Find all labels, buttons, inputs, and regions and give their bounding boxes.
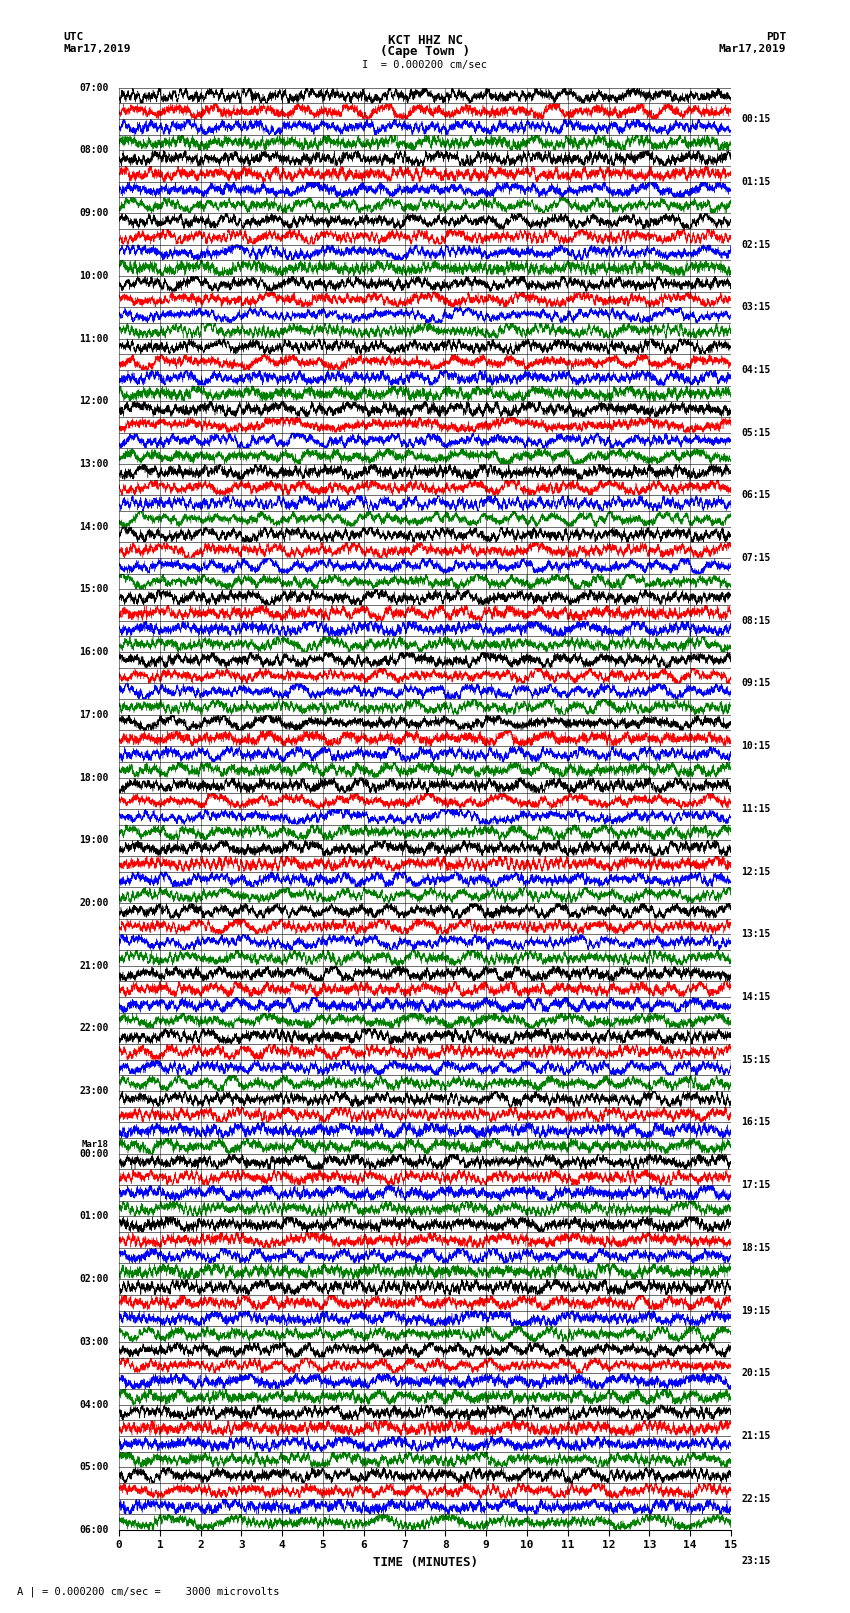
Text: 01:00: 01:00 bbox=[80, 1211, 109, 1221]
Text: PDT: PDT bbox=[766, 32, 786, 42]
Text: KCT HHZ NC: KCT HHZ NC bbox=[388, 34, 462, 47]
Text: 06:00: 06:00 bbox=[80, 1524, 109, 1536]
Text: 09:00: 09:00 bbox=[80, 208, 109, 218]
Text: 09:15: 09:15 bbox=[741, 679, 770, 689]
Text: 04:15: 04:15 bbox=[741, 365, 770, 374]
Text: Mar18: Mar18 bbox=[82, 1140, 109, 1148]
Text: 11:00: 11:00 bbox=[80, 334, 109, 344]
Text: 23:15: 23:15 bbox=[741, 1557, 770, 1566]
Text: 21:15: 21:15 bbox=[741, 1431, 770, 1440]
Text: 04:00: 04:00 bbox=[80, 1400, 109, 1410]
Text: 00:15: 00:15 bbox=[741, 115, 770, 124]
Text: 14:00: 14:00 bbox=[80, 521, 109, 532]
Text: UTC: UTC bbox=[64, 32, 84, 42]
Text: 03:00: 03:00 bbox=[80, 1337, 109, 1347]
Text: I  = 0.000200 cm/sec: I = 0.000200 cm/sec bbox=[362, 60, 488, 69]
Text: 13:00: 13:00 bbox=[80, 460, 109, 469]
Text: A | = 0.000200 cm/sec =    3000 microvolts: A | = 0.000200 cm/sec = 3000 microvolts bbox=[17, 1586, 280, 1597]
Text: 21:00: 21:00 bbox=[80, 961, 109, 971]
Text: 08:15: 08:15 bbox=[741, 616, 770, 626]
Text: 17:00: 17:00 bbox=[80, 710, 109, 719]
Text: 19:15: 19:15 bbox=[741, 1305, 770, 1316]
X-axis label: TIME (MINUTES): TIME (MINUTES) bbox=[372, 1557, 478, 1569]
Text: 10:15: 10:15 bbox=[741, 740, 770, 752]
Text: 23:00: 23:00 bbox=[80, 1086, 109, 1097]
Text: 19:00: 19:00 bbox=[80, 836, 109, 845]
Text: 22:15: 22:15 bbox=[741, 1494, 770, 1503]
Text: 16:15: 16:15 bbox=[741, 1118, 770, 1127]
Text: 13:15: 13:15 bbox=[741, 929, 770, 939]
Text: 11:15: 11:15 bbox=[741, 803, 770, 815]
Text: 17:15: 17:15 bbox=[741, 1181, 770, 1190]
Text: 08:00: 08:00 bbox=[80, 145, 109, 155]
Text: 20:15: 20:15 bbox=[741, 1368, 770, 1378]
Text: 07:00: 07:00 bbox=[80, 82, 109, 92]
Text: 22:00: 22:00 bbox=[80, 1023, 109, 1034]
Text: 01:15: 01:15 bbox=[741, 177, 770, 187]
Text: 03:15: 03:15 bbox=[741, 302, 770, 313]
Text: 18:00: 18:00 bbox=[80, 773, 109, 782]
Text: 10:00: 10:00 bbox=[80, 271, 109, 281]
Text: 20:00: 20:00 bbox=[80, 898, 109, 908]
Text: 05:15: 05:15 bbox=[741, 427, 770, 437]
Text: Mar17,2019: Mar17,2019 bbox=[64, 44, 131, 53]
Text: Mar17,2019: Mar17,2019 bbox=[719, 44, 786, 53]
Text: 00:00: 00:00 bbox=[80, 1148, 109, 1158]
Text: 16:00: 16:00 bbox=[80, 647, 109, 656]
Text: 15:00: 15:00 bbox=[80, 584, 109, 595]
Text: 18:15: 18:15 bbox=[741, 1242, 770, 1253]
Text: 05:00: 05:00 bbox=[80, 1463, 109, 1473]
Text: 06:15: 06:15 bbox=[741, 490, 770, 500]
Text: 02:15: 02:15 bbox=[741, 239, 770, 250]
Text: (Cape Town ): (Cape Town ) bbox=[380, 45, 470, 58]
Text: 12:15: 12:15 bbox=[741, 866, 770, 876]
Text: 14:15: 14:15 bbox=[741, 992, 770, 1002]
Text: 12:00: 12:00 bbox=[80, 397, 109, 406]
Text: 02:00: 02:00 bbox=[80, 1274, 109, 1284]
Text: 15:15: 15:15 bbox=[741, 1055, 770, 1065]
Text: 07:15: 07:15 bbox=[741, 553, 770, 563]
